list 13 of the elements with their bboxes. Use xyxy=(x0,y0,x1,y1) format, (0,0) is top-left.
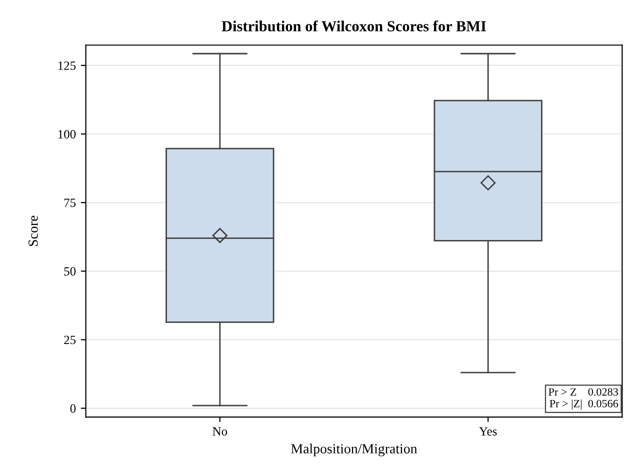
annotation: Pr > Z 0.0283 xyxy=(548,388,618,396)
y-tick-label: 25 xyxy=(64,336,76,344)
x-tick-label: Yes xyxy=(479,427,497,436)
y-axis-title: Score xyxy=(28,216,38,246)
y-tick-label: 0 xyxy=(70,404,76,413)
annotation: Pr > |Z| 0.0566 xyxy=(550,400,618,410)
y-tick-label: 50 xyxy=(64,267,76,276)
y-tick-label: 125 xyxy=(58,61,76,70)
y-tick-label: 100 xyxy=(58,130,76,138)
x-axis-title: Malposition/Migration xyxy=(291,444,418,456)
chart-title: Distribution of Wilcoxon Scores for BMI xyxy=(222,20,486,32)
x-tick-label: No xyxy=(212,427,228,436)
y-tick-label: 75 xyxy=(64,198,76,208)
